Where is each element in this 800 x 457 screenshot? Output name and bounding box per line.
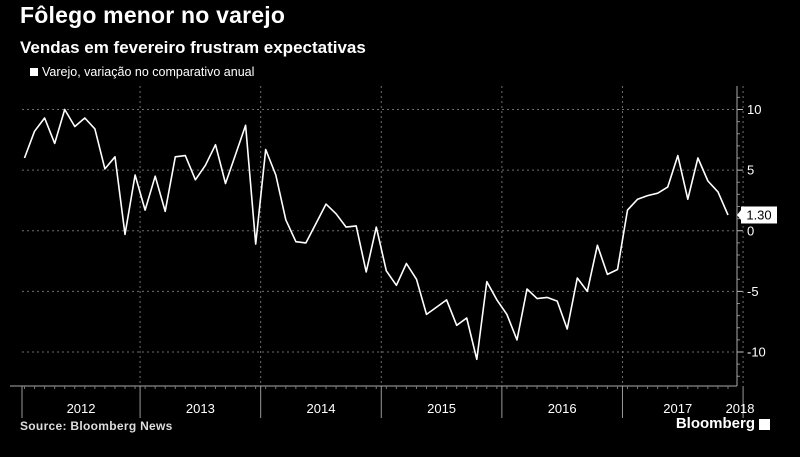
x-tick-label: 2016 [548, 401, 577, 416]
source-note: Source: Bloomberg News [20, 419, 173, 433]
last-value-badge [741, 206, 777, 224]
chart-title: Fôlego menor no varejo [20, 2, 286, 28]
legend: Varejo, variação no comparativo anual [30, 65, 254, 79]
chart-subtitle: Vendas em fevereiro frustram expectativa… [20, 38, 366, 57]
y-tick-label: 0 [747, 223, 754, 238]
y-tick-label: 10 [747, 102, 761, 117]
x-tick-label: 2012 [67, 401, 96, 416]
y-tick-label: -5 [747, 284, 759, 299]
last-value-pointer [737, 209, 741, 220]
last-value-label: 1.30 [746, 207, 771, 222]
legend-swatch [30, 68, 38, 76]
y-tick-label: -10 [747, 345, 766, 360]
x-tick-label: 2018 [726, 401, 755, 416]
x-tick-label: 2015 [427, 401, 456, 416]
y-tick-label: 5 [747, 163, 754, 178]
brand-name: Bloomberg [675, 415, 755, 432]
x-tick-label: 2014 [307, 401, 336, 416]
bloomberg-icon [759, 418, 770, 430]
x-tick-label: 2013 [186, 401, 215, 416]
legend-label: Varejo, variação no comparativo anual [42, 65, 255, 79]
x-tick-label: 2017 [663, 401, 692, 416]
series-line [23, 108, 729, 361]
brand-logo: Bloomberg [676, 415, 770, 432]
